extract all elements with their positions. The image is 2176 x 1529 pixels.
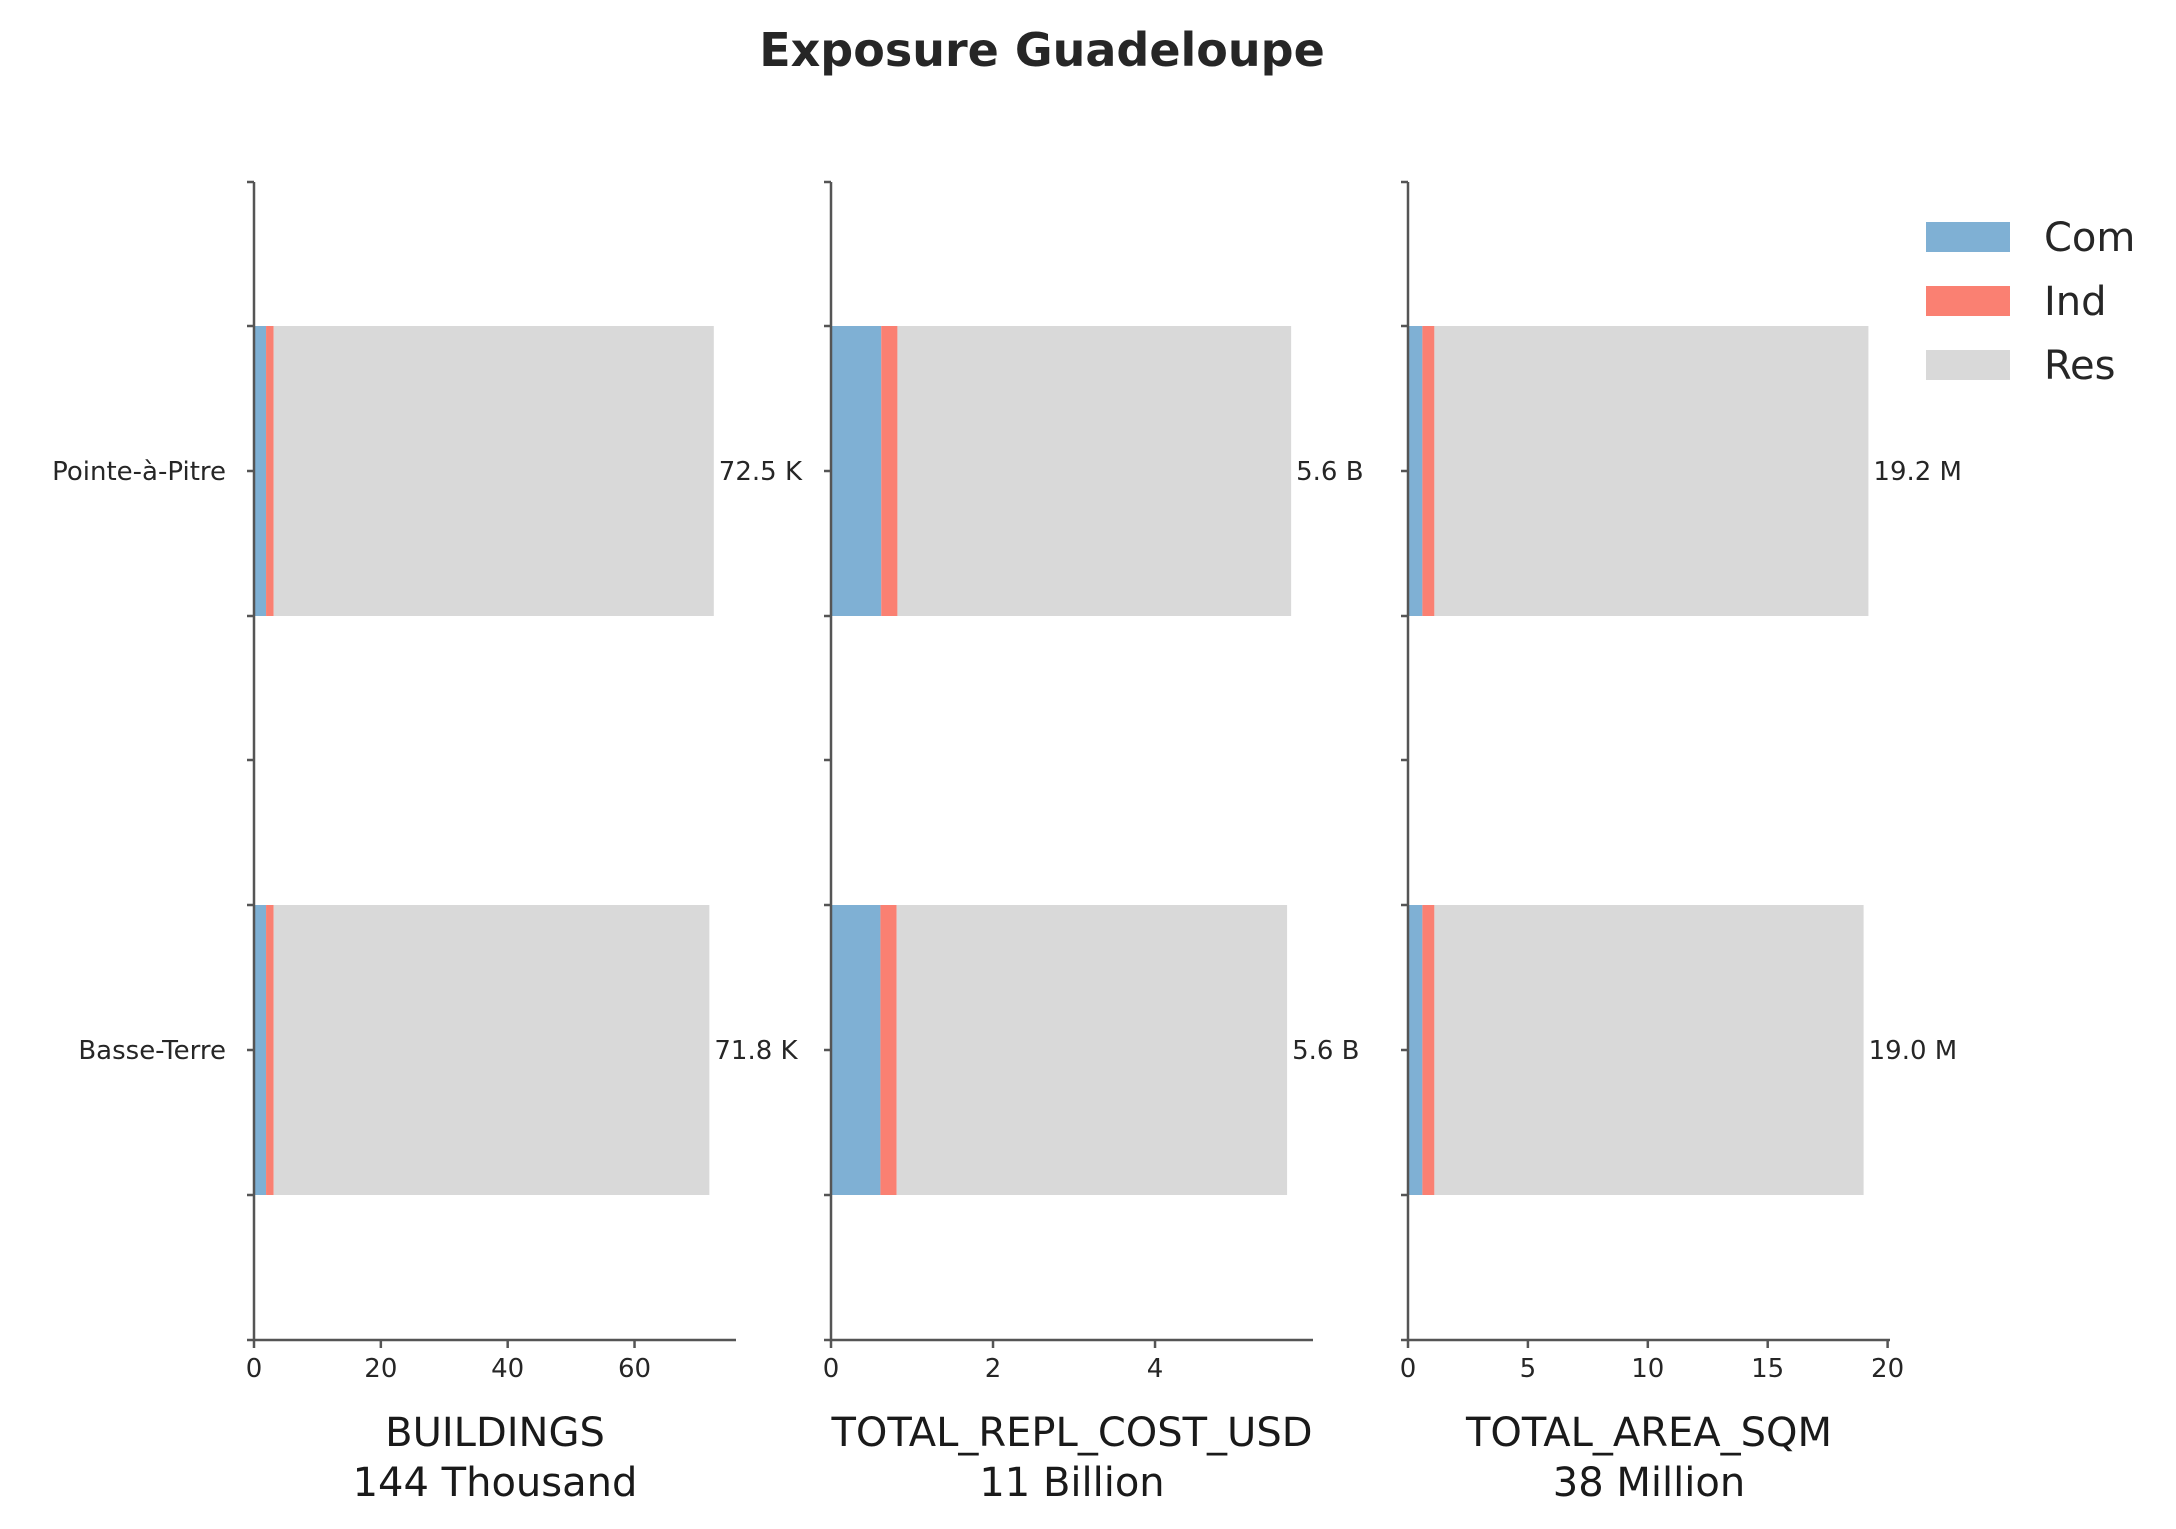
data-label-total-repl-cost-usd-pointe-a-pitre: 5.6 B: [1296, 457, 1363, 487]
bar-total-area-sqm-basse-terre-com: [1408, 905, 1423, 1195]
bar-total-repl-cost-usd-pointe-a-pitre-ind: [881, 326, 898, 616]
bar-total-area-sqm-basse-terre-ind: [1422, 905, 1435, 1195]
bar-total-area-sqm-pointe-a-pitre-com: [1408, 326, 1423, 616]
x-tick-label-total-repl-cost-usd-2: 4: [1147, 1354, 1164, 1384]
legend-item-res: Res: [1926, 343, 2115, 389]
legend-label-com: Com: [2044, 215, 2135, 261]
legend-swatch-com: [1926, 222, 2010, 252]
x-tick-label-total-repl-cost-usd-1: 2: [985, 1354, 1002, 1384]
bar-total-repl-cost-usd-basse-terre-com: [831, 905, 881, 1195]
bar-buildings-basse-terre-res: [273, 905, 710, 1195]
legend-label-res: Res: [2044, 343, 2115, 389]
x-tick-label-total-area-sqm-0: 0: [1400, 1354, 1417, 1384]
bar-buildings-pointe-a-pitre-ind: [266, 326, 274, 616]
bar-total-area-sqm-pointe-a-pitre-ind: [1422, 326, 1435, 616]
x-axis-label-total-area-sqm: TOTAL_AREA_SQM: [1465, 1410, 1832, 1456]
bar-total-repl-cost-usd-pointe-a-pitre-res: [897, 326, 1292, 616]
total-label-buildings: 144 Thousand: [353, 1460, 638, 1506]
x-tick-label-total-area-sqm-4: 20: [1871, 1354, 1904, 1384]
data-label-total-area-sqm-basse-terre: 19.0 M: [1869, 1036, 1958, 1066]
x-tick-label-total-repl-cost-usd-0: 0: [823, 1354, 840, 1384]
data-label-buildings-pointe-a-pitre: 72.5 K: [719, 457, 803, 487]
bar-total-repl-cost-usd-basse-terre-res: [896, 905, 1288, 1195]
data-label-total-area-sqm-pointe-a-pitre: 19.2 M: [1873, 457, 1962, 487]
x-tick-label-buildings-3: 60: [618, 1354, 651, 1384]
x-tick-label-buildings-2: 40: [491, 1354, 524, 1384]
legend-swatch-ind: [1926, 286, 2010, 316]
x-axis-label-total-repl-cost-usd: TOTAL_REPL_COST_USD: [830, 1410, 1312, 1456]
bar-buildings-basse-terre-com: [254, 905, 267, 1195]
x-tick-label-total-area-sqm-2: 10: [1631, 1354, 1664, 1384]
chart-title: Exposure Guadeloupe: [759, 23, 1325, 77]
x-tick-label-buildings-0: 0: [246, 1354, 263, 1384]
x-axis-label-buildings: BUILDINGS: [385, 1410, 605, 1456]
legend-item-com: Com: [1926, 215, 2135, 261]
total-label-total-repl-cost-usd: 11 Billion: [979, 1460, 1164, 1506]
legend-swatch-res: [1926, 350, 2010, 380]
bar-total-repl-cost-usd-basse-terre-ind: [880, 905, 897, 1195]
data-label-total-repl-cost-usd-basse-terre: 5.6 B: [1292, 1036, 1359, 1066]
legend-item-ind: Ind: [1926, 279, 2107, 325]
data-label-buildings-basse-terre: 71.8 K: [714, 1036, 798, 1066]
legend-label-ind: Ind: [2044, 279, 2107, 325]
bar-total-repl-cost-usd-pointe-a-pitre-com: [831, 326, 882, 616]
total-label-total-area-sqm: 38 Million: [1553, 1460, 1745, 1506]
legend: Com Ind Res: [1926, 215, 2135, 389]
bar-total-area-sqm-basse-terre-res: [1434, 905, 1864, 1195]
bar-total-area-sqm-pointe-a-pitre-res: [1434, 326, 1869, 616]
category-label-basse-terre: Basse-Terre: [78, 1036, 226, 1066]
category-label-pointe-a-pitre: Pointe-à-Pitre: [52, 457, 226, 487]
x-tick-label-total-area-sqm-1: 5: [1520, 1354, 1537, 1384]
bar-buildings-basse-terre-ind: [266, 905, 274, 1195]
bar-buildings-pointe-a-pitre-res: [273, 326, 714, 616]
x-tick-label-total-area-sqm-3: 15: [1751, 1354, 1784, 1384]
x-tick-label-buildings-1: 20: [364, 1354, 397, 1384]
bar-buildings-pointe-a-pitre-com: [254, 326, 267, 616]
